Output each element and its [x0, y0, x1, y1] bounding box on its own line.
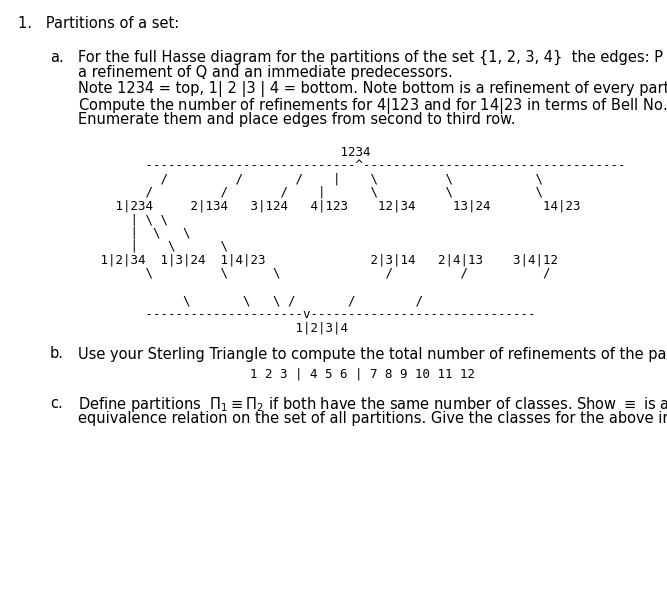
Text: /         /       /    |    \         \           \: / / / | \ \ \ [78, 173, 543, 186]
Text: 1.   Partitions of a set:: 1. Partitions of a set: [18, 16, 179, 31]
Text: b.: b. [50, 346, 64, 362]
Text: a refinement of Q and an immediate predecessors.: a refinement of Q and an immediate prede… [78, 65, 453, 81]
Text: For the full Hasse diagram for the partitions of the set {1, 2, 3, 4}  the edges: For the full Hasse diagram for the parti… [78, 50, 667, 65]
Text: equivalence relation on the set of all partitions. Give the classes for the abov: equivalence relation on the set of all p… [78, 411, 667, 426]
Text: \       \   \ /       /        /: \ \ \ / / / [78, 294, 423, 307]
Text: a.: a. [50, 50, 64, 65]
Text: 1234: 1234 [78, 145, 370, 158]
Text: 1|234     2|134   3|124   4|123    12|34     13|24       14|23: 1|234 2|134 3|124 4|123 12|34 13|24 14|2… [78, 199, 580, 212]
Text: /         /       /    |      \         \           \: / / / | \ \ \ [78, 186, 543, 199]
Text: Define partitions  $\Pi_1 \equiv \Pi_2$ if both have the same number of classes.: Define partitions $\Pi_1 \equiv \Pi_2$ i… [78, 396, 667, 415]
Text: | \ \: | \ \ [78, 213, 168, 226]
Text: \         \      \              /         /          /: \ \ \ / / / [78, 267, 550, 280]
Text: 1|2|3|4: 1|2|3|4 [78, 321, 348, 334]
Text: Enumerate them and place edges from second to third row.: Enumerate them and place edges from seco… [78, 112, 516, 127]
Text: Use your Sterling Triangle to compute the total number of refinements of the par: Use your Sterling Triangle to compute th… [78, 346, 667, 362]
Text: Compute the number of refinements for 4|123 and for 14|23 in terms of Bell No.s : Compute the number of refinements for 4|… [78, 97, 667, 116]
Text: c.: c. [50, 396, 63, 410]
Text: 1|2|34  1|3|24  1|4|23              2|3|14   2|4|13    3|4|12: 1|2|34 1|3|24 1|4|23 2|3|14 2|4|13 3|4|1… [78, 253, 558, 266]
Text: ---------------------v------------------------------: ---------------------v------------------… [78, 308, 536, 320]
Text: Note 1234 = top, 1| 2 |3 | 4 = bottom. Note bottom is a refinement of every part: Note 1234 = top, 1| 2 |3 | 4 = bottom. N… [78, 81, 667, 97]
Text: |    \      \: | \ \ [78, 240, 228, 253]
Text: |  \   \: | \ \ [78, 227, 191, 240]
Text: 1 2 3 | 4 5 6 | 7 8 9 10 11 12: 1 2 3 | 4 5 6 | 7 8 9 10 11 12 [250, 367, 475, 380]
Text: ----------------------------^-----------------------------------: ----------------------------^-----------… [78, 159, 626, 172]
